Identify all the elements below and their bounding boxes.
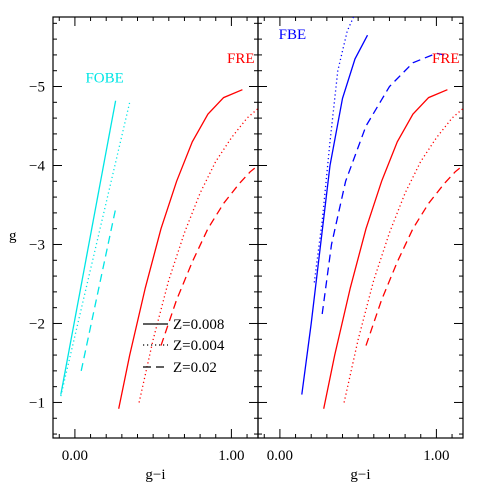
x-tick-label: 1.00 (423, 448, 449, 464)
series-line-dotted (138, 108, 258, 403)
y-tick-label: −1 (29, 395, 45, 411)
y-tick-label: −2 (29, 316, 45, 332)
legend: Z=0.008 Z=0.004 Z=0.02 (143, 317, 225, 376)
annotation-label: FRE (432, 51, 460, 67)
x-axis-label: g−i (145, 467, 165, 483)
annotation-label: FOBE (85, 71, 123, 87)
y-tick-label: −4 (29, 158, 45, 174)
y-tick-label: −3 (29, 237, 45, 253)
series-line-dashed (365, 164, 463, 346)
panel-right: 0.00 1.00 g−i FBE FRE (257, 16, 464, 483)
y-tick-label: −5 (29, 80, 45, 96)
series-line-dashed (80, 208, 117, 372)
y-axis-label: g (9, 228, 17, 244)
panel-left: 0.00 1.00 −1 −2 −3 −4 −5 g−i FOBE FRE (29, 16, 259, 483)
x-tick-label: 0.00 (267, 448, 293, 464)
plot-frame (52, 16, 259, 439)
legend-label: Z=0.008 (173, 317, 224, 333)
series-line-solid (118, 89, 243, 409)
series-line-solid (323, 89, 448, 409)
panels-layer: 0.00 1.00 −1 −2 −3 −4 −5 g−i FOBE FRE 0.00 1.00 g−i F… (29, 16, 464, 483)
series-line-solid (301, 34, 369, 395)
x-tick-label: 0.00 (62, 448, 88, 464)
x-axis-label: g−i (350, 467, 370, 483)
series-line-dotted (343, 108, 463, 403)
x-tick-label: 1.00 (218, 448, 244, 464)
series-group (60, 89, 258, 409)
series-line-solid (60, 100, 117, 395)
annotation-label: FRE (227, 51, 255, 67)
series-group (301, 17, 463, 409)
legend-label: Z=0.02 (173, 360, 217, 376)
series-line-dashed (160, 164, 258, 346)
series-line-dotted (313, 17, 355, 283)
plot-frame (257, 16, 464, 439)
annotation-label: FBE (279, 27, 307, 43)
series-line-dashed (321, 52, 445, 315)
legend-label: Z=0.004 (173, 338, 225, 354)
series-line-dotted (60, 102, 131, 397)
